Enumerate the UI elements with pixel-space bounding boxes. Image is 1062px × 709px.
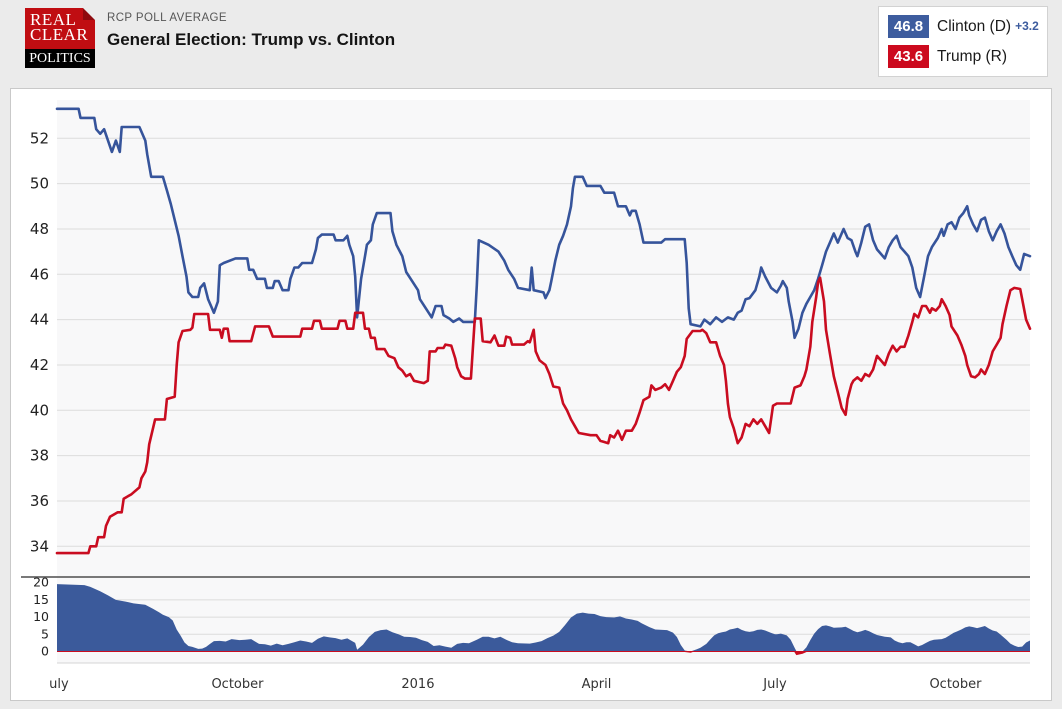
x-axis-label: 2016 <box>401 677 434 692</box>
main-y-axis-label: 40 <box>30 401 49 419</box>
spread-negative-area[interactable] <box>57 651 1030 656</box>
legend-item-trump[interactable]: 43.6 Trump (R) <box>888 45 1038 68</box>
clinton-label: Clinton (D) <box>937 17 1012 35</box>
x-axis-label: October <box>929 677 982 692</box>
clinton-change: +3.2 <box>1015 18 1039 33</box>
main-y-axis-label: 44 <box>30 311 49 329</box>
page-title: General Election: Trump vs. Clinton <box>107 30 396 49</box>
plot-background <box>57 100 1030 663</box>
trump-line[interactable] <box>55 276 1032 555</box>
trump-value-badge: 43.6 <box>888 45 929 68</box>
x-axis-label: October <box>211 677 264 692</box>
main-y-axis-label: 34 <box>30 537 49 555</box>
chart-svg[interactable]: 34 36 38 40 42 44 46 48 50 52 0 5 10 15 20 July October 2… <box>11 89 1051 700</box>
spread-area[interactable] <box>57 584 1030 652</box>
logo-text-real: REAL <box>30 10 77 29</box>
x-axis-labels: July October 2016 April July October <box>44 677 982 692</box>
main-y-axis-label: 38 <box>30 447 49 465</box>
logo-text-politics: POLITICS <box>25 49 95 68</box>
chart-panel: 34 36 38 40 42 44 46 48 50 52 0 5 10 15 20 July October 2… <box>10 88 1052 701</box>
logo-fold-corner <box>83 8 95 20</box>
clinton-line[interactable] <box>55 107 1032 340</box>
trump-label: Trump (R) <box>937 47 1008 65</box>
spread-y-axis-label: 15 <box>33 592 49 607</box>
legend: 46.8 Clinton (D) +3.2 43.6 Trump (R) <box>878 6 1048 77</box>
header: REAL CLEAR POLITICS RCP POLL AVERAGE Gen… <box>0 0 1062 88</box>
x-axis-label: July <box>762 677 787 692</box>
spread-y-axis-label: 5 <box>41 626 49 641</box>
title-block: RCP POLL AVERAGE General Election: Trump… <box>107 12 395 50</box>
poll-average-kicker: RCP POLL AVERAGE <box>107 12 227 24</box>
x-axis-label: July <box>44 677 69 692</box>
clinton-value-badge: 46.8 <box>888 15 929 38</box>
logo-text-clear: CLEAR <box>30 25 89 44</box>
main-y-axis-label: 52 <box>30 129 49 147</box>
rcp-logo[interactable]: REAL CLEAR POLITICS <box>25 8 95 68</box>
legend-item-clinton[interactable]: 46.8 Clinton (D) +3.2 <box>888 15 1039 38</box>
main-y-axis-label: 50 <box>30 175 49 193</box>
main-y-axis-label: 42 <box>30 356 49 374</box>
spread-y-axis-label: 0 <box>41 644 49 659</box>
x-axis-label: April <box>582 677 612 692</box>
spread-y-axis-label: 20 <box>33 575 49 590</box>
main-y-axis-label: 48 <box>30 220 49 238</box>
spread-y-axis-label: 10 <box>33 609 49 624</box>
main-y-axis-label: 46 <box>30 265 49 283</box>
main-y-axis-label: 36 <box>30 492 49 510</box>
